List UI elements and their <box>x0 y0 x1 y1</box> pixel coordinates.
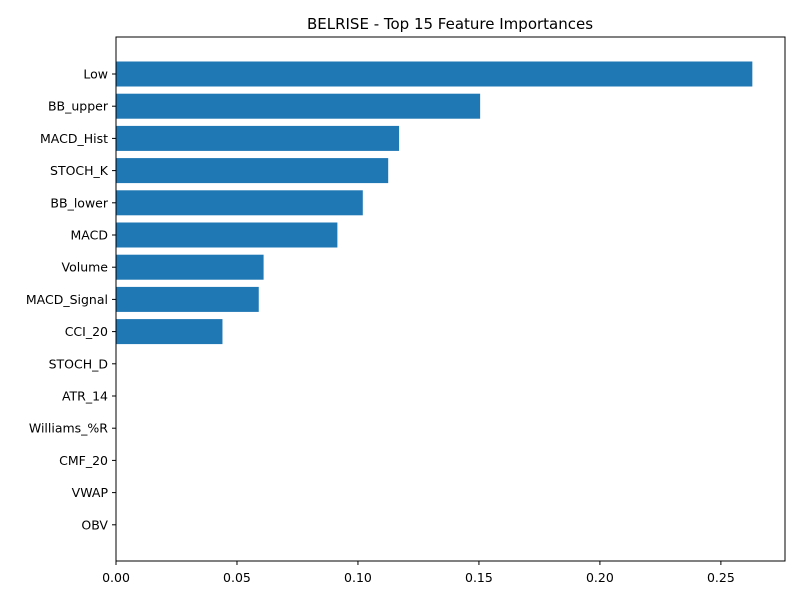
x-tick-label: 0.00 <box>102 570 130 585</box>
chart-title: BELRISE - Top 15 Feature Importances <box>307 15 593 33</box>
y-tick-label: MACD_Signal <box>26 292 108 307</box>
bar <box>116 158 389 184</box>
y-tick-label: ATR_14 <box>62 389 108 404</box>
y-tick-label: VWAP <box>72 485 109 500</box>
x-tick-label: 0.20 <box>586 570 614 585</box>
x-tick-label: 0.10 <box>344 570 372 585</box>
y-tick-label: BB_upper <box>48 99 109 114</box>
bar <box>116 190 363 216</box>
y-tick-label: MACD_Hist <box>40 131 108 146</box>
bar <box>116 222 338 248</box>
y-tick-label: STOCH_K <box>50 163 109 178</box>
y-tick-label: Volume <box>62 260 109 275</box>
y-tick-label: OBV <box>81 517 108 532</box>
x-tick-label: 0.15 <box>465 570 493 585</box>
x-axis-ticks: 0.00 0.05 0.10 0.15 0.20 0.25 <box>102 561 735 585</box>
bar <box>116 286 259 312</box>
plot-frame <box>115 36 786 562</box>
y-tick-label: STOCH_D <box>49 356 108 371</box>
bars-layer <box>116 61 753 345</box>
bar <box>116 61 753 87</box>
y-tick-label: CMF_20 <box>59 453 108 468</box>
x-tick-label: 0.25 <box>707 570 735 585</box>
x-tick-label: 0.05 <box>223 570 251 585</box>
bar <box>116 319 223 345</box>
y-tick-label: MACD <box>71 228 108 243</box>
y-tick-label: BB_lower <box>50 195 108 210</box>
y-axis-ticks: Low BB_upper MACD_Hist STOCH_K BB_lower MACD V… <box>26 67 116 532</box>
y-tick-label: CCI_20 <box>65 324 108 339</box>
bar <box>116 125 400 151</box>
y-tick-label: Williams_%R <box>29 421 108 436</box>
y-tick-label: Low <box>83 67 108 82</box>
bar <box>116 93 481 119</box>
bar <box>116 254 264 280</box>
